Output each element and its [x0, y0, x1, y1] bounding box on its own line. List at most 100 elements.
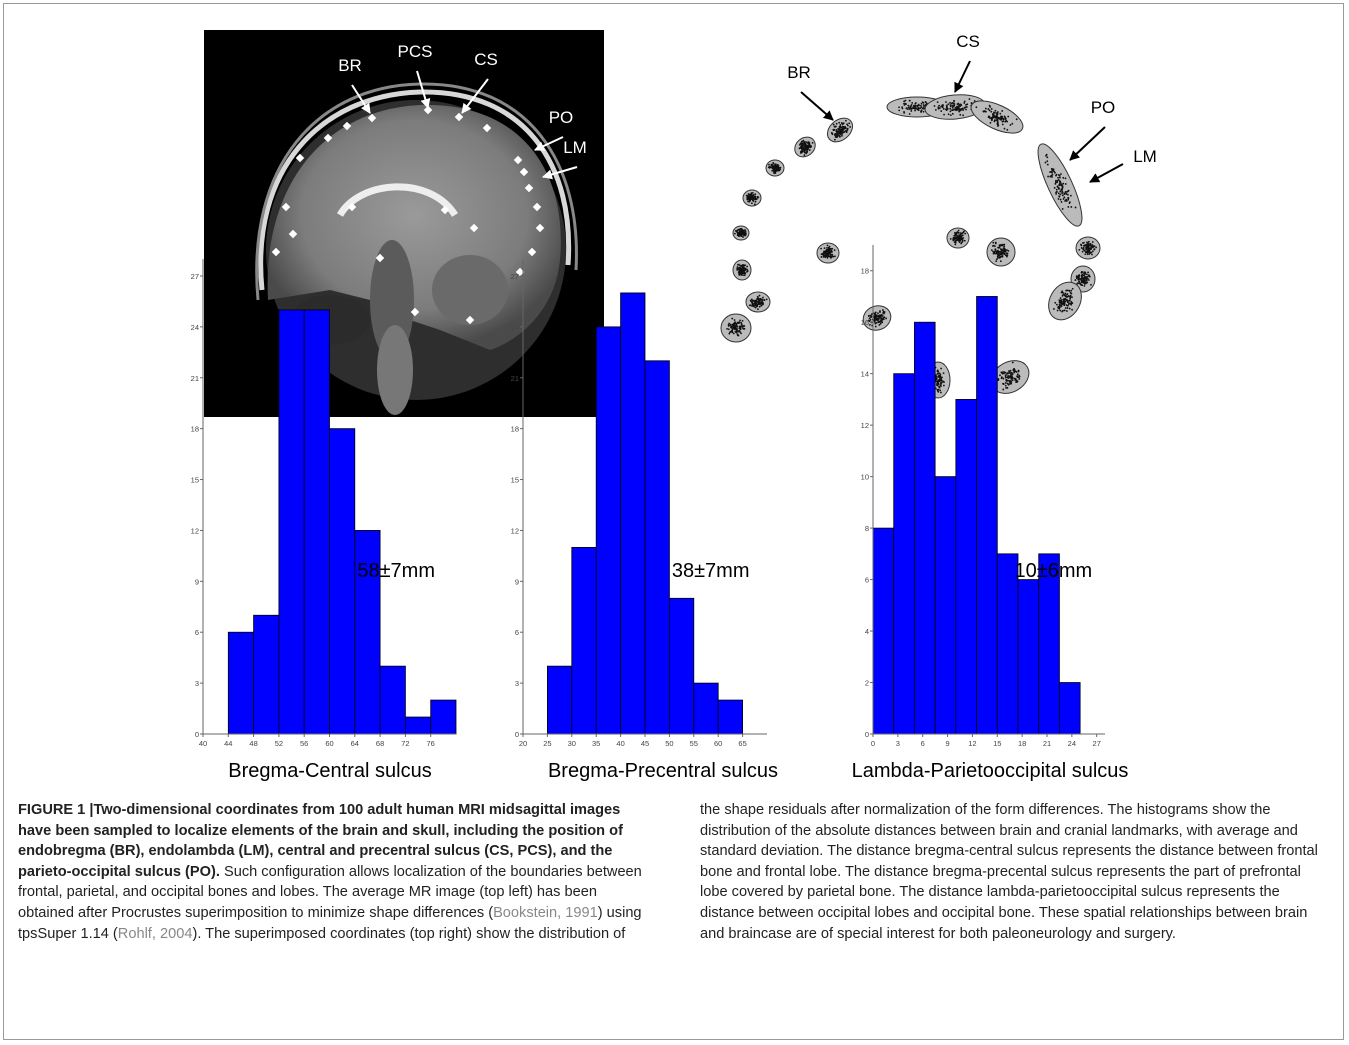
point	[1075, 275, 1078, 278]
point	[844, 119, 847, 122]
point	[757, 301, 760, 303]
point	[1079, 283, 1082, 286]
bar	[914, 321, 936, 735]
point	[771, 169, 774, 172]
point	[905, 103, 907, 106]
point	[962, 109, 965, 111]
y-tick-label: 3	[515, 679, 519, 688]
landmark	[342, 121, 352, 131]
point	[1065, 200, 1068, 202]
point	[1058, 174, 1061, 177]
y-tick-label: 18	[861, 267, 869, 276]
point	[940, 391, 942, 394]
point	[961, 234, 964, 237]
point	[839, 124, 842, 126]
point	[1006, 120, 1009, 123]
point	[879, 322, 882, 325]
bar	[693, 682, 719, 735]
point	[740, 269, 743, 271]
point	[953, 99, 956, 102]
point	[939, 389, 942, 392]
point	[1070, 206, 1073, 208]
point	[992, 112, 995, 115]
y-tick-label: 14	[861, 370, 869, 379]
point	[1054, 179, 1057, 182]
point	[1086, 251, 1089, 254]
point	[957, 108, 960, 111]
point	[1060, 301, 1063, 303]
point	[911, 102, 914, 104]
bar	[976, 296, 998, 735]
point	[736, 231, 739, 234]
point	[752, 299, 755, 302]
x-axis-label: Bregma-Precentral sulcus	[548, 760, 778, 782]
point	[1053, 308, 1055, 310]
point	[995, 258, 998, 261]
point	[999, 251, 1002, 253]
point	[954, 106, 957, 109]
point	[1046, 160, 1049, 163]
point	[878, 324, 881, 326]
point	[953, 108, 955, 111]
point	[835, 129, 838, 131]
point	[751, 197, 754, 200]
arrow	[351, 84, 371, 114]
point	[738, 270, 741, 273]
point	[1005, 374, 1007, 377]
y-tick-label: 12	[861, 421, 869, 430]
point	[1057, 192, 1060, 195]
point	[956, 236, 958, 238]
point	[940, 379, 942, 381]
point	[965, 106, 968, 108]
point	[740, 233, 743, 235]
citation[interactable]: Bookstein, 1991	[493, 904, 598, 921]
point	[777, 165, 780, 167]
point	[1008, 379, 1011, 382]
point	[749, 199, 752, 202]
point	[1074, 206, 1077, 209]
point	[838, 125, 841, 128]
point	[806, 149, 808, 152]
point	[755, 305, 758, 308]
point	[1004, 116, 1007, 119]
point	[740, 332, 742, 335]
point	[835, 122, 838, 125]
point	[1076, 276, 1079, 279]
point	[1066, 304, 1069, 307]
point	[922, 101, 925, 104]
point	[746, 265, 748, 268]
point	[1056, 181, 1059, 184]
point	[1087, 275, 1089, 278]
landmark-cloud	[1048, 281, 1082, 321]
point	[883, 311, 886, 313]
point	[755, 300, 757, 303]
point	[1059, 193, 1062, 196]
citation[interactable]: Rohlf, 2004	[117, 925, 193, 942]
point	[910, 103, 913, 106]
point	[1060, 173, 1062, 175]
point	[801, 142, 804, 145]
point	[1011, 372, 1014, 375]
point	[1080, 244, 1083, 247]
y-tick-label: 2	[865, 679, 869, 688]
point	[942, 380, 944, 383]
point	[945, 101, 947, 103]
point	[1074, 279, 1077, 281]
point	[1053, 186, 1056, 189]
point	[961, 232, 964, 235]
point	[1011, 379, 1014, 381]
point	[993, 115, 996, 118]
point	[1007, 383, 1010, 386]
point	[1087, 248, 1089, 251]
point	[949, 104, 952, 106]
point	[955, 109, 957, 112]
point	[1067, 193, 1069, 196]
point	[1083, 278, 1086, 280]
point	[949, 105, 952, 108]
y-tick-label: 0	[865, 730, 869, 739]
point	[804, 145, 807, 147]
bar	[354, 530, 381, 735]
point	[999, 260, 1002, 263]
point	[1088, 274, 1091, 277]
point	[917, 107, 920, 110]
